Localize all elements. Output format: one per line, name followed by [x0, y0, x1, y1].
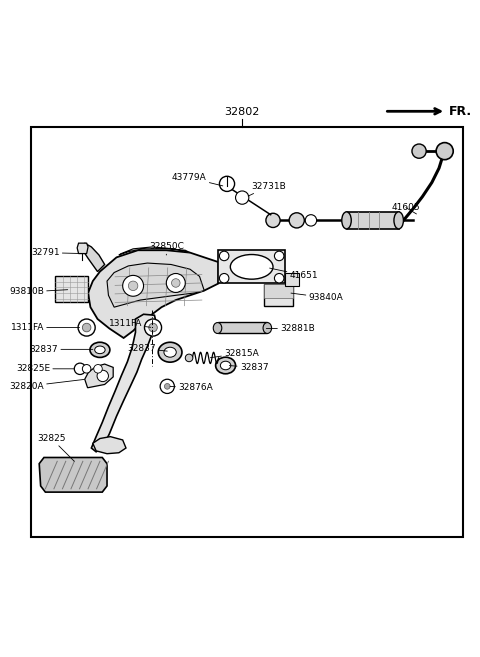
- Circle shape: [305, 215, 317, 226]
- Text: 32837: 32837: [30, 345, 93, 354]
- Text: 1311FA: 1311FA: [109, 319, 151, 328]
- Text: 41605: 41605: [392, 203, 420, 214]
- Text: FR.: FR.: [448, 105, 472, 118]
- Circle shape: [166, 273, 185, 292]
- Circle shape: [83, 365, 91, 373]
- Circle shape: [123, 275, 144, 296]
- Polygon shape: [85, 364, 113, 388]
- Circle shape: [219, 176, 235, 191]
- Text: 32791: 32791: [31, 248, 82, 257]
- Ellipse shape: [216, 357, 236, 374]
- Text: 32825: 32825: [37, 434, 74, 461]
- Circle shape: [128, 281, 138, 290]
- Circle shape: [219, 273, 229, 283]
- Circle shape: [74, 363, 86, 374]
- Text: 32815A: 32815A: [210, 349, 259, 357]
- Text: 1311FA: 1311FA: [11, 323, 80, 332]
- Polygon shape: [93, 437, 126, 454]
- Text: 32837: 32837: [127, 344, 168, 353]
- Bar: [264, 284, 293, 298]
- Circle shape: [185, 354, 193, 362]
- Text: 32881B: 32881B: [266, 324, 315, 333]
- Text: 43779A: 43779A: [172, 173, 223, 186]
- Text: 32876A: 32876A: [170, 383, 213, 392]
- Circle shape: [412, 144, 426, 158]
- Text: 93810B: 93810B: [9, 288, 68, 296]
- Polygon shape: [77, 243, 88, 254]
- Circle shape: [275, 273, 284, 283]
- Bar: [217, 323, 267, 333]
- Circle shape: [165, 384, 170, 389]
- Circle shape: [289, 213, 304, 228]
- Text: 32850C: 32850C: [150, 242, 185, 255]
- Ellipse shape: [263, 323, 272, 334]
- Ellipse shape: [158, 342, 182, 362]
- Text: 32825E: 32825E: [16, 365, 74, 373]
- Bar: [285, 273, 299, 286]
- Circle shape: [83, 323, 91, 332]
- Polygon shape: [82, 243, 105, 271]
- Ellipse shape: [90, 342, 110, 357]
- Circle shape: [275, 251, 284, 261]
- Text: 32802: 32802: [225, 108, 260, 118]
- Circle shape: [219, 251, 229, 261]
- Ellipse shape: [95, 346, 105, 353]
- Circle shape: [144, 319, 162, 336]
- Text: 41651: 41651: [270, 268, 318, 280]
- Text: 32731B: 32731B: [248, 182, 287, 196]
- Bar: [347, 212, 399, 229]
- Bar: [264, 284, 293, 306]
- Circle shape: [236, 191, 249, 204]
- Circle shape: [266, 214, 280, 227]
- Bar: [31, 127, 463, 537]
- Polygon shape: [39, 457, 107, 492]
- Polygon shape: [119, 247, 190, 255]
- Ellipse shape: [342, 212, 351, 229]
- Circle shape: [78, 319, 95, 336]
- Polygon shape: [218, 250, 285, 283]
- Bar: [55, 276, 88, 302]
- Text: 32820A: 32820A: [9, 379, 84, 391]
- Circle shape: [160, 379, 174, 394]
- Circle shape: [94, 365, 102, 373]
- Ellipse shape: [230, 254, 273, 279]
- Circle shape: [171, 279, 180, 287]
- Ellipse shape: [394, 212, 403, 229]
- Polygon shape: [88, 250, 218, 338]
- Circle shape: [436, 143, 453, 160]
- Ellipse shape: [164, 348, 176, 357]
- Polygon shape: [91, 314, 156, 452]
- Circle shape: [149, 323, 157, 332]
- Ellipse shape: [213, 323, 222, 334]
- Text: 32837: 32837: [229, 363, 268, 372]
- Circle shape: [97, 371, 108, 382]
- Text: 93840A: 93840A: [291, 293, 343, 302]
- Ellipse shape: [220, 361, 231, 370]
- Polygon shape: [107, 263, 204, 307]
